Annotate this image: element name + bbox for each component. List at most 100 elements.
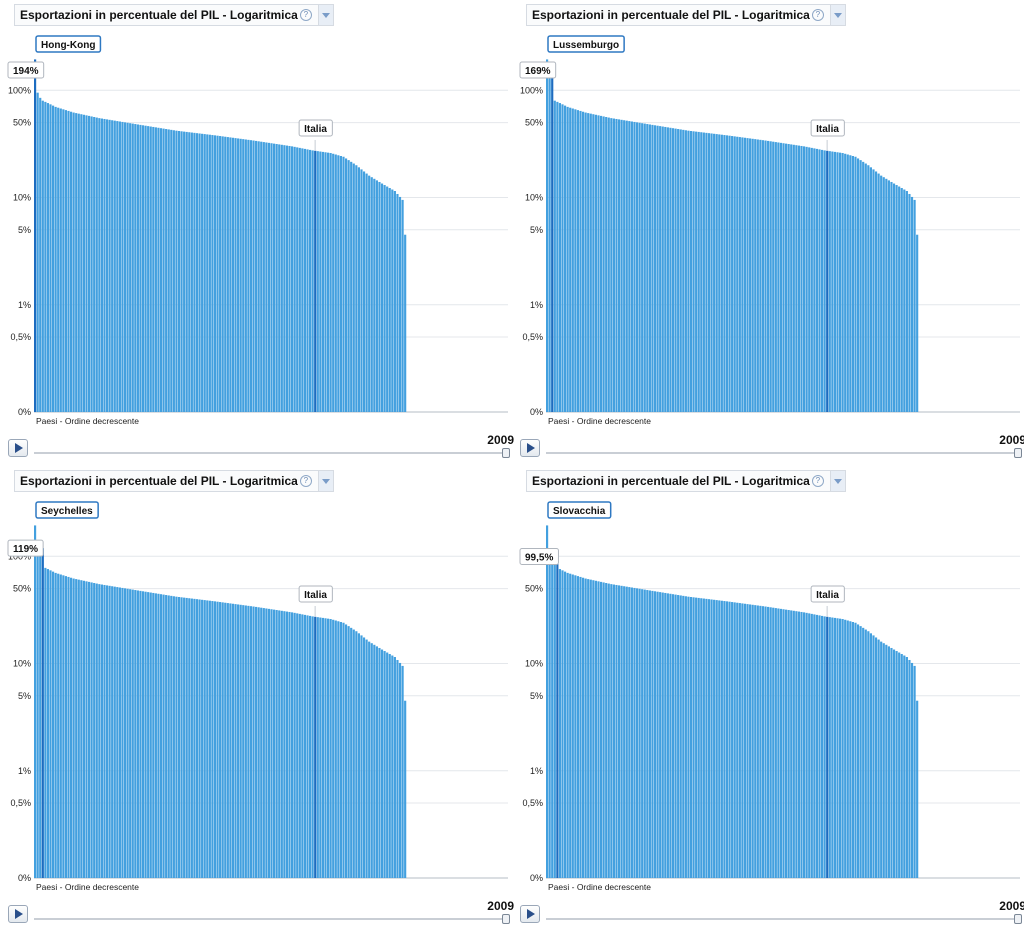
bar[interactable] bbox=[795, 145, 798, 412]
bar[interactable] bbox=[759, 139, 762, 412]
reference-bar[interactable] bbox=[314, 616, 317, 878]
bar[interactable] bbox=[597, 581, 600, 878]
bar[interactable] bbox=[674, 594, 677, 878]
bar[interactable] bbox=[165, 595, 168, 878]
bar[interactable] bbox=[697, 131, 700, 412]
bar[interactable] bbox=[180, 131, 183, 412]
bar[interactable] bbox=[738, 137, 741, 412]
bar[interactable] bbox=[211, 601, 214, 878]
bar[interactable] bbox=[615, 118, 618, 412]
bar[interactable] bbox=[874, 637, 878, 878]
bar[interactable] bbox=[324, 152, 327, 412]
bar[interactable] bbox=[80, 114, 83, 412]
bar[interactable] bbox=[548, 556, 551, 878]
bar[interactable] bbox=[767, 606, 770, 878]
bar[interactable] bbox=[393, 657, 396, 878]
bar[interactable] bbox=[913, 199, 916, 412]
bar[interactable] bbox=[39, 97, 42, 412]
bar[interactable] bbox=[116, 121, 119, 412]
bar[interactable] bbox=[157, 127, 160, 412]
bar[interactable] bbox=[265, 608, 268, 878]
bar[interactable] bbox=[569, 573, 572, 878]
bar[interactable] bbox=[36, 92, 39, 413]
bar[interactable] bbox=[54, 106, 57, 412]
bar[interactable] bbox=[689, 597, 693, 878]
bar[interactable] bbox=[298, 147, 301, 412]
bar[interactable] bbox=[625, 120, 628, 412]
bar[interactable] bbox=[116, 587, 119, 878]
bar[interactable] bbox=[149, 126, 152, 412]
bar[interactable] bbox=[599, 115, 603, 412]
help-icon[interactable]: ? bbox=[299, 9, 312, 21]
bar[interactable] bbox=[836, 618, 839, 878]
bar[interactable] bbox=[355, 631, 358, 878]
bar[interactable] bbox=[617, 585, 621, 878]
bar[interactable] bbox=[308, 149, 312, 412]
bar[interactable] bbox=[59, 108, 62, 412]
bar[interactable] bbox=[767, 140, 770, 412]
bar[interactable] bbox=[864, 629, 867, 878]
bar[interactable] bbox=[306, 149, 309, 412]
bar[interactable] bbox=[126, 122, 129, 413]
bar[interactable] bbox=[546, 525, 549, 878]
bar[interactable] bbox=[216, 601, 219, 878]
bar[interactable] bbox=[398, 196, 402, 412]
bar[interactable] bbox=[790, 610, 793, 878]
bar[interactable] bbox=[237, 604, 240, 878]
bar[interactable] bbox=[113, 120, 116, 412]
bar[interactable] bbox=[293, 612, 296, 878]
bar[interactable] bbox=[111, 586, 114, 878]
bar[interactable] bbox=[93, 117, 96, 412]
bar[interactable] bbox=[890, 181, 893, 412]
bar[interactable] bbox=[378, 647, 381, 878]
bar[interactable] bbox=[342, 156, 345, 412]
bar[interactable] bbox=[231, 603, 235, 878]
bar[interactable] bbox=[303, 148, 307, 412]
bar[interactable] bbox=[764, 606, 767, 878]
bar[interactable] bbox=[159, 128, 163, 412]
bar[interactable] bbox=[774, 142, 777, 412]
bar[interactable] bbox=[653, 591, 657, 878]
bar[interactable] bbox=[808, 613, 811, 878]
bar[interactable] bbox=[679, 595, 682, 878]
bar[interactable] bbox=[244, 139, 247, 412]
bar[interactable] bbox=[792, 144, 795, 413]
time-slider-track[interactable] bbox=[34, 918, 510, 920]
bar[interactable] bbox=[746, 138, 749, 413]
bar[interactable] bbox=[546, 59, 549, 413]
bar[interactable] bbox=[903, 189, 906, 412]
bar[interactable] bbox=[877, 173, 880, 412]
bar[interactable] bbox=[249, 606, 253, 878]
bar[interactable] bbox=[751, 604, 754, 878]
bar[interactable] bbox=[141, 125, 145, 412]
bar[interactable] bbox=[707, 133, 711, 413]
bar[interactable] bbox=[769, 141, 772, 413]
bar[interactable] bbox=[774, 608, 777, 878]
bar[interactable] bbox=[280, 610, 283, 878]
bar[interactable] bbox=[257, 607, 260, 878]
bar[interactable] bbox=[563, 105, 567, 413]
bar[interactable] bbox=[628, 587, 631, 878]
bar[interactable] bbox=[216, 135, 219, 412]
bar[interactable] bbox=[203, 134, 206, 412]
bar[interactable] bbox=[733, 136, 736, 412]
bar[interactable] bbox=[566, 106, 569, 412]
bar[interactable] bbox=[316, 151, 319, 412]
bar[interactable] bbox=[90, 582, 93, 878]
bar[interactable] bbox=[646, 590, 649, 878]
bar[interactable] bbox=[563, 571, 567, 878]
bar[interactable] bbox=[779, 608, 783, 878]
bar[interactable] bbox=[576, 110, 580, 413]
bar[interactable] bbox=[820, 149, 824, 412]
bar[interactable] bbox=[908, 193, 911, 412]
bar[interactable] bbox=[165, 129, 168, 412]
bar[interactable] bbox=[553, 100, 556, 413]
bar[interactable] bbox=[226, 137, 229, 412]
bar[interactable] bbox=[684, 596, 687, 878]
bar[interactable] bbox=[273, 609, 276, 878]
bar[interactable] bbox=[229, 603, 232, 878]
bar[interactable] bbox=[342, 622, 345, 878]
bar[interactable] bbox=[224, 602, 227, 878]
bar[interactable] bbox=[828, 617, 831, 878]
bar[interactable] bbox=[772, 141, 775, 412]
